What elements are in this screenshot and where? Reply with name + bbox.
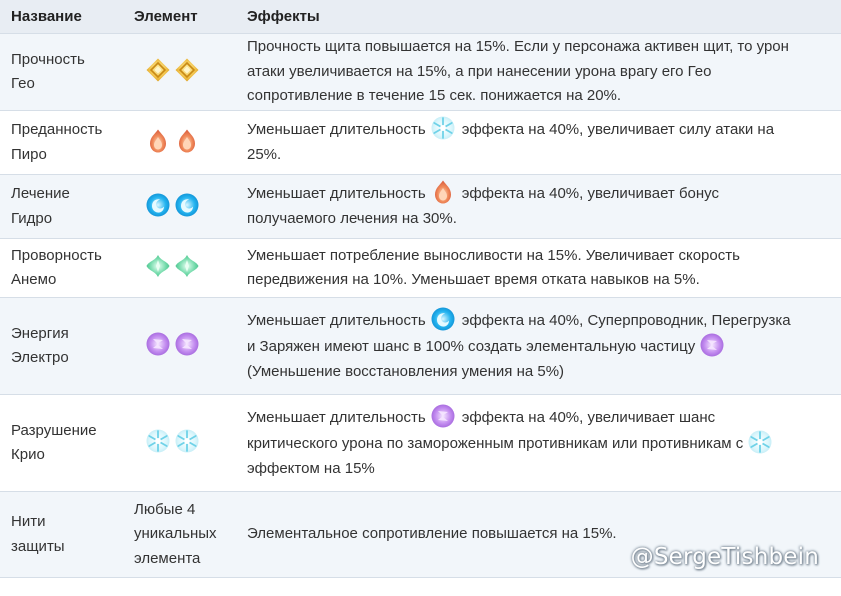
set-name-line2: Анемо [11,271,57,288]
set-name-line1: Проворность [11,246,102,264]
pyro-icon [145,128,171,154]
set-name-cell: Нити защиты [0,491,123,578]
anemo-icon [145,253,171,279]
set-name-cell: Разрушение Крио [0,394,123,492]
effect-text: Прочность щита повышается на 15%. Если у… [247,38,789,56]
hydro-icon [430,306,456,332]
effect-text: и Заряжен имеют шанс в 100% создать элем… [247,337,696,355]
set-name-cell: Энергия Электро [0,297,123,395]
set-name-line2: Пиро [11,145,47,163]
effect-text: 25%. [247,146,282,164]
element-text: элемента [134,549,201,567]
pyro-icon [174,128,200,154]
set-name-line2: Гео [11,75,35,92]
element-cell [123,110,236,175]
hydro-icon [174,192,200,218]
set-name-line1: Прочность [11,50,85,68]
geo-icon [145,57,171,83]
element-cell [123,297,236,395]
effect-text: Уменьшает потребление выносливости на 15… [247,246,740,264]
effect-cell: Уменьшает длительность эффекта на 40%, ув… [236,394,841,492]
element-cell [123,394,236,492]
effect-text: атаки увеличивается на 15%, а при нанесе… [247,62,712,80]
set-name-line1: Нити [11,513,46,530]
set-name-line2: защиты [11,537,65,555]
cryo-icon [174,428,200,454]
table-header-row: Название Элемент Эффекты [0,0,841,34]
element-cell [123,238,236,298]
set-name-cell: Проворность Анемо [0,238,123,298]
set-name-line1: Разрушение [11,421,97,439]
effect-text: Уменьшает длительность [247,408,426,426]
table-row: Энергия Электро Уменьшает длительность эф… [0,297,841,395]
effect-text: Уменьшает длительность [247,185,426,203]
table-row: Прочность Гео Прочность щита повышается … [0,33,841,111]
column-header-effects: Эффекты [236,0,841,34]
effect-text: получаемого лечения на 30%. [247,210,457,228]
column-header-element: Элемент [123,0,236,34]
element-text: Любые 4 [134,500,196,518]
effect-cell: Уменьшает потребление выносливости на 15… [236,238,841,298]
watermark: @SergeTishbein [630,544,819,570]
set-name-line1: Энергия [11,324,69,342]
set-name-cell: Лечение Гидро [0,174,123,239]
effect-cell: Уменьшает длительность эффекта на 40%, Су… [236,297,841,395]
pyro-icon [430,179,456,205]
effect-text: передвижения на 10%. Уменьшает время отк… [247,271,700,288]
effect-text: Элементальное сопротивление повышается н… [247,525,617,543]
table-row: Разрушение Крио Уменьшает длительность эф… [0,394,841,492]
set-name-cell: Прочность Гео [0,33,123,111]
effect-cell: Уменьшает длительность эффекта на 40%, ув… [236,174,841,239]
element-cell [123,33,236,111]
effect-text: эффекта на 40%, увеличивает шанс [461,408,716,426]
table-row: Преданность Пиро Уменьшает длительность э… [0,110,841,175]
effect-cell: Элементальное сопротивление повышается н… [236,491,841,578]
effect-cell: Уменьшает длительность эффекта на 40%, ув… [236,110,841,175]
set-name-line2: Электро [11,349,69,366]
cryo-icon [145,428,171,454]
effect-text: эффекта на 40%, Суперпроводник, Перегруз… [461,311,791,329]
artifact-sets-table: Название Элемент Эффекты Прочность Гео П… [0,0,841,578]
set-name-line1: Преданность [11,121,103,138]
electro-icon [699,332,725,358]
set-name-line2: Гидро [11,209,53,227]
electro-icon [174,331,200,357]
electro-icon [145,331,171,357]
effect-text: сопротивление в течение 15 сек. понижает… [247,87,622,105]
effect-cell: Прочность щита повышается на 15%. Если у… [236,33,841,111]
effect-text: Уменьшает длительность [247,311,426,329]
element-text: уникальных [134,525,217,543]
effect-text: Уменьшает длительность [247,121,426,139]
geo-icon [174,57,200,83]
cryo-icon [747,429,773,455]
anemo-icon [174,253,200,279]
table-row: Нити защиты Любые 4 уникальных элемента … [0,491,841,578]
table-row: Проворность Анемо Уменьшает потребление … [0,238,841,298]
effect-text: (Уменьшение восстановления умения на 5%) [247,362,565,380]
table-row: Лечение Гидро Уменьшает длительность эффе… [0,174,841,239]
element-cell [123,174,236,239]
electro-icon [430,403,456,429]
effect-text: эффектом на 15% [247,459,375,477]
hydro-icon [145,192,171,218]
set-name-line1: Лечение [11,185,70,202]
element-cell: Любые 4 уникальных элемента [123,491,236,578]
cryo-icon [430,115,456,141]
effect-text: критического урона по замороженным проти… [247,434,744,452]
effect-text: эффекта на 40%, увеличивает бонус [461,185,720,203]
set-name-cell: Преданность Пиро [0,110,123,175]
set-name-line2: Крио [11,446,45,463]
column-header-name: Название [0,0,123,34]
effect-text: эффекта на 40%, увеличивает силу атаки н… [461,121,775,139]
